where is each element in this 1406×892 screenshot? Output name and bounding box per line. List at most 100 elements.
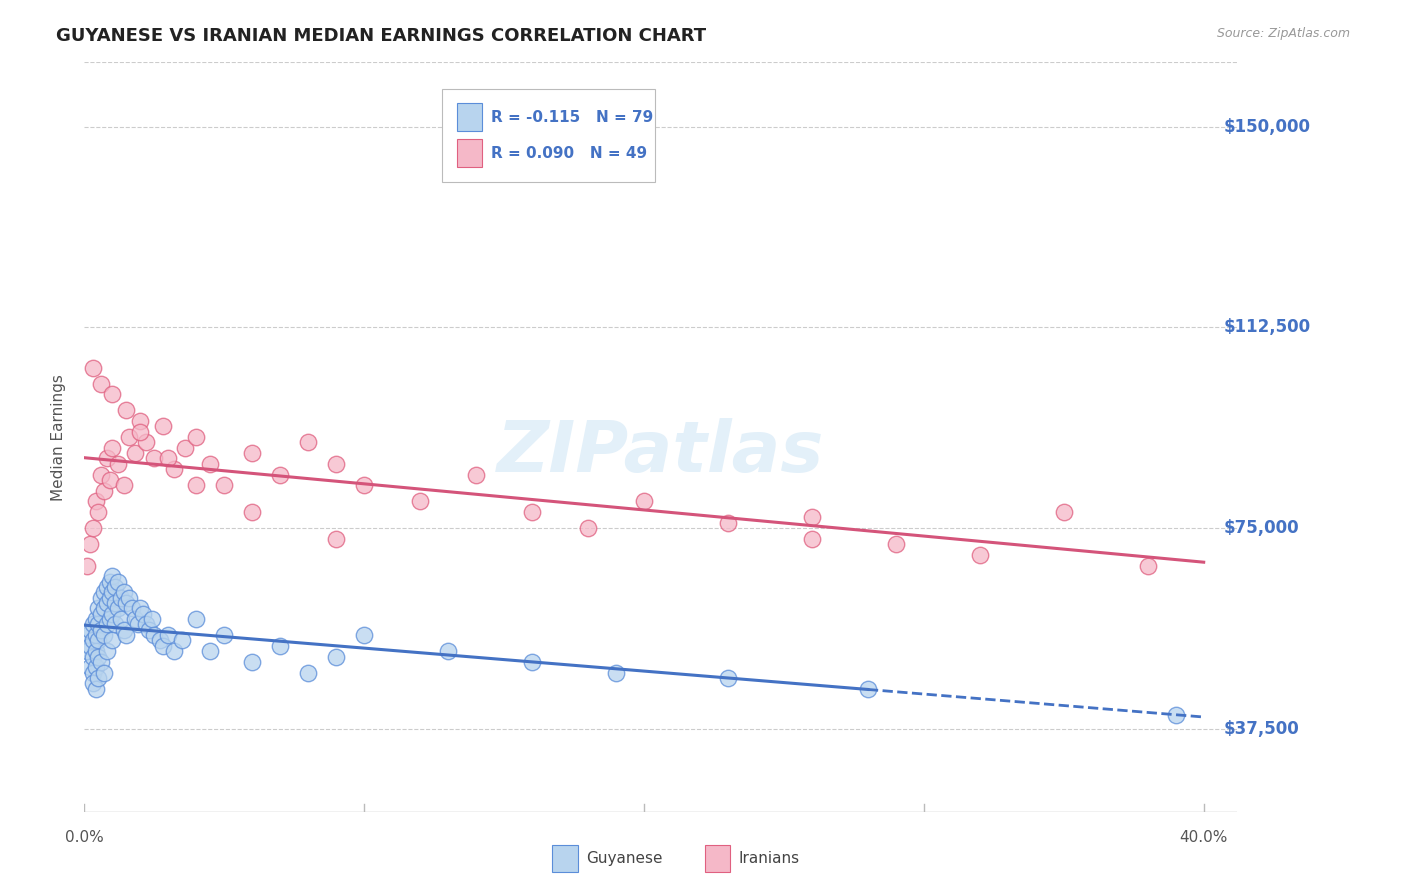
Point	[132, 607, 155, 621]
Text: Iranians: Iranians	[738, 851, 799, 865]
Text: ZIPatlas: ZIPatlas	[498, 417, 824, 486]
Point	[98, 473, 121, 487]
Point	[82, 649, 104, 664]
Point	[107, 457, 129, 471]
Point	[520, 655, 543, 669]
Point	[82, 617, 104, 632]
Point	[87, 649, 110, 664]
Text: $150,000: $150,000	[1223, 118, 1310, 136]
Point	[104, 580, 127, 594]
Point	[107, 574, 129, 589]
Point	[90, 591, 112, 605]
Point	[101, 633, 124, 648]
Point	[465, 467, 488, 482]
Point	[717, 671, 740, 685]
Point	[409, 494, 432, 508]
Point	[186, 478, 208, 492]
Point	[82, 521, 104, 535]
Point	[240, 446, 263, 460]
Point	[118, 591, 141, 605]
FancyBboxPatch shape	[704, 845, 730, 871]
Point	[214, 478, 236, 492]
Point	[437, 644, 460, 658]
Point	[84, 681, 107, 696]
Point	[269, 467, 291, 482]
FancyBboxPatch shape	[553, 845, 578, 871]
Point	[800, 532, 823, 546]
Text: R = -0.115   N = 79: R = -0.115 N = 79	[491, 110, 654, 125]
Point	[87, 505, 110, 519]
Point	[96, 596, 118, 610]
Point	[112, 623, 135, 637]
Point	[520, 505, 543, 519]
Point	[163, 462, 186, 476]
Point	[90, 607, 112, 621]
Text: Guyanese: Guyanese	[586, 851, 662, 865]
Point	[143, 628, 166, 642]
Point	[82, 633, 104, 648]
Point	[149, 633, 172, 648]
Point	[93, 483, 115, 498]
Point	[172, 633, 194, 648]
Point	[115, 403, 138, 417]
Point	[112, 585, 135, 599]
Point	[96, 644, 118, 658]
Point	[174, 441, 197, 455]
Point	[152, 419, 174, 434]
Point	[200, 457, 222, 471]
Point	[112, 478, 135, 492]
Text: Median Earnings: Median Earnings	[52, 374, 66, 500]
Point	[353, 478, 375, 492]
Point	[101, 387, 124, 401]
Point	[121, 601, 143, 615]
Point	[82, 360, 104, 375]
Point	[576, 521, 599, 535]
Point	[186, 612, 208, 626]
Point	[240, 505, 263, 519]
Text: 40.0%: 40.0%	[1180, 830, 1227, 846]
Point	[152, 639, 174, 653]
Point	[969, 548, 991, 562]
Point	[1053, 505, 1076, 519]
Point	[186, 430, 208, 444]
Point	[157, 451, 180, 466]
Point	[297, 435, 319, 450]
Point	[84, 644, 107, 658]
Point	[353, 628, 375, 642]
Point	[325, 457, 347, 471]
Point	[157, 628, 180, 642]
Point	[325, 649, 347, 664]
Point	[115, 628, 138, 642]
Point	[633, 494, 655, 508]
Point	[96, 580, 118, 594]
Text: GUYANESE VS IRANIAN MEDIAN EARNINGS CORRELATION CHART: GUYANESE VS IRANIAN MEDIAN EARNINGS CORR…	[56, 27, 706, 45]
Point	[96, 617, 118, 632]
Point	[325, 532, 347, 546]
Point	[101, 607, 124, 621]
Point	[98, 612, 121, 626]
Point	[269, 639, 291, 653]
Point	[93, 628, 115, 642]
Point	[93, 601, 115, 615]
Point	[82, 665, 104, 680]
Point	[129, 414, 152, 428]
Point	[93, 665, 115, 680]
Point	[297, 665, 319, 680]
Point	[79, 623, 101, 637]
Text: $112,500: $112,500	[1223, 318, 1310, 336]
Point	[115, 596, 138, 610]
Point	[98, 591, 121, 605]
Point	[240, 655, 263, 669]
Point	[856, 681, 879, 696]
Point	[135, 617, 157, 632]
Point	[90, 623, 112, 637]
Point	[76, 644, 98, 658]
Point	[79, 639, 101, 653]
Point	[104, 596, 127, 610]
Point	[87, 633, 110, 648]
Point	[800, 510, 823, 524]
Text: 0.0%: 0.0%	[65, 830, 104, 846]
FancyBboxPatch shape	[457, 103, 482, 131]
Point	[124, 446, 146, 460]
Text: $37,500: $37,500	[1223, 720, 1299, 738]
